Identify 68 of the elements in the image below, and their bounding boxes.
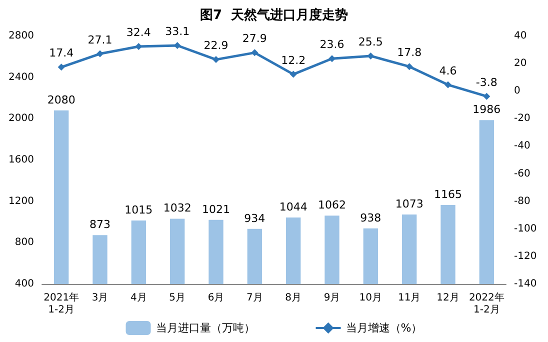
data-label: 873: [90, 218, 110, 232]
x-tick-label: 12月: [436, 292, 460, 304]
y2-tick-label: -40: [514, 140, 530, 152]
data-label: -3.8: [476, 76, 498, 89]
data-label: 1021: [202, 202, 230, 216]
y-tick-label: 1600: [8, 154, 34, 166]
y2-tick-label: 20: [514, 58, 527, 70]
point: [483, 92, 490, 100]
data-label: 33.1: [165, 25, 190, 38]
point: [367, 52, 374, 60]
x-tick-label: 3月: [92, 292, 108, 304]
y-tick-label: 2000: [8, 113, 34, 124]
y2-tick-label: -80: [514, 196, 530, 207]
point: [251, 49, 258, 56]
data-label: 1073: [395, 197, 424, 210]
data-label: 2080: [47, 93, 76, 106]
data-label: 32.4: [126, 26, 151, 39]
x-tick-label: 10月: [359, 292, 382, 304]
x-tick-label: 2022年 1-2月: [468, 292, 504, 316]
data-label: 4.6: [439, 64, 457, 78]
y-tick-label: 2400: [8, 72, 34, 83]
data-label: 25.5: [358, 35, 383, 48]
x-tick-label: 6月: [208, 292, 224, 304]
legend-label: 当月进口量（万吨）: [156, 322, 255, 334]
point: [135, 42, 142, 50]
y-tick-label: 400: [14, 278, 34, 290]
data-label: 22.9: [204, 39, 228, 52]
data-label: 938: [360, 211, 382, 224]
x-tick-label: 5月: [169, 292, 186, 304]
data-label: 27.1: [88, 33, 112, 46]
point: [58, 64, 65, 71]
chart-title: 图7 天然气进口月度走势: [200, 7, 348, 23]
y2-tick-label: -140: [514, 278, 537, 290]
x-tick-label: 11月: [398, 292, 421, 304]
x-tick-label: 2021年 1-2月: [44, 292, 80, 316]
data-label: 1044: [279, 200, 308, 214]
point: [406, 63, 413, 70]
x-tick-label: 7月: [246, 292, 263, 304]
data-label: 934: [244, 212, 266, 225]
x-tick-label: 8月: [285, 292, 302, 304]
data-label: 17.8: [397, 46, 422, 60]
data-label: 1015: [124, 203, 153, 216]
y2-tick-label: 40: [514, 30, 527, 42]
point: [212, 56, 220, 64]
point: [174, 42, 181, 50]
y2-tick-label: -60: [514, 168, 530, 180]
x-tick-label: 4月: [130, 292, 147, 304]
data-label: 27.9: [242, 32, 267, 46]
data-label: 1165: [434, 188, 462, 201]
y2-tick-label: -20: [514, 113, 530, 124]
point: [328, 55, 336, 62]
x-tick-label: 9月: [324, 292, 340, 304]
y-tick-label: 800: [14, 237, 34, 248]
data-label: 12.2: [281, 54, 306, 67]
data-label: 17.4: [49, 46, 74, 60]
legend-label: 当月增速（%）: [346, 322, 422, 334]
data-label: 23.6: [320, 38, 344, 52]
y2-tick-label: 0: [514, 86, 520, 97]
y-tick-label: 1200: [8, 196, 34, 207]
data-label: 1062: [318, 198, 346, 212]
y2-tick-label: -100: [514, 223, 537, 234]
data-label: 1986: [472, 103, 501, 116]
y-tick-label: 2800: [8, 30, 34, 42]
point: [444, 81, 452, 88]
point: [290, 70, 297, 78]
data-label: 1032: [163, 202, 192, 215]
point: [96, 50, 104, 58]
y2-tick-label: -120: [514, 250, 537, 262]
